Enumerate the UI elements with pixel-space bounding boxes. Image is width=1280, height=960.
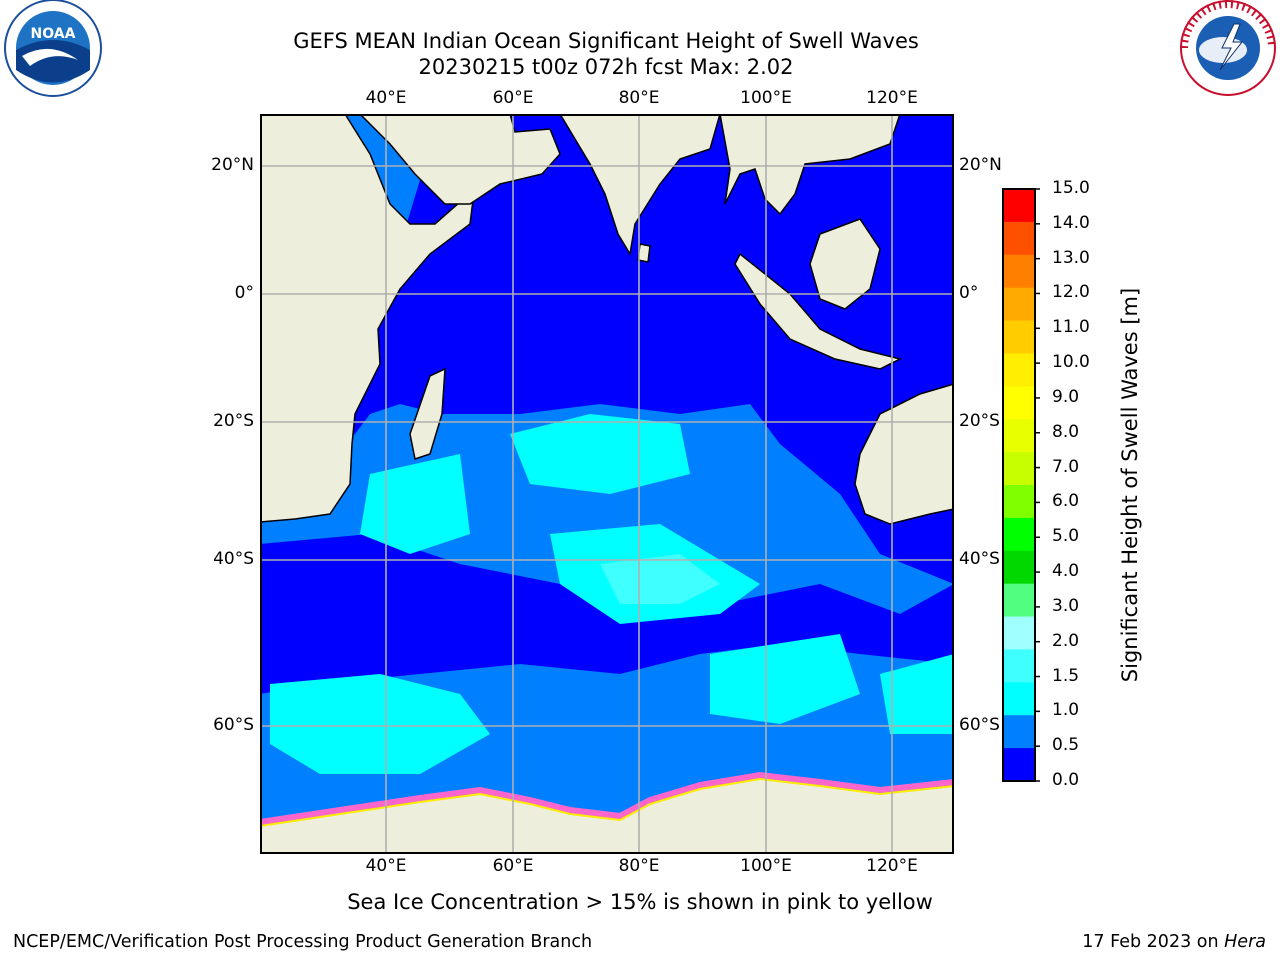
colorbar-tick-label: 3.0 <box>1052 595 1080 616</box>
colorbar-segment <box>1003 254 1035 289</box>
lat-label-left-20s: 20°S <box>213 411 254 431</box>
colorbar-tick-label: 10.0 <box>1052 352 1090 373</box>
colorbar-segment <box>1003 550 1035 585</box>
colorbar-tick-label: 11.0 <box>1052 317 1090 338</box>
colorbar-tick-label: 14.0 <box>1052 212 1090 233</box>
colorbar-segment <box>1003 452 1035 486</box>
lon-label-top-120e: 120°E <box>866 88 918 108</box>
colorbar-tick-label: 7.0 <box>1052 456 1080 477</box>
lat-label-right-20s: 20°S <box>959 411 1000 431</box>
map-gridlines <box>260 114 954 854</box>
sea-ice-edge <box>260 771 954 825</box>
lat-label-right-0: 0° <box>959 283 979 303</box>
lon-label-top-100e: 100°E <box>740 88 792 108</box>
sea-ice-edge-inner <box>260 777 954 827</box>
lat-label-right-60s: 60°S <box>959 715 1000 735</box>
land-africa <box>260 114 477 523</box>
peak-swell-region <box>600 554 720 604</box>
colorbar-tick-label: 4.0 <box>1052 561 1080 582</box>
colorbar-segment <box>1003 715 1035 749</box>
lat-label-right-20n: 20°N <box>959 155 1002 175</box>
colorbar-segment <box>1003 485 1035 519</box>
colorbar-tick-label: 0.5 <box>1052 735 1080 756</box>
high-swell-region-2 <box>510 414 690 494</box>
land-borneo <box>809 218 881 310</box>
colorbar-tick-label: 12.0 <box>1052 282 1090 303</box>
colorbar-frame <box>1002 188 1036 782</box>
colorbar-tick-label: 13.0 <box>1052 247 1090 268</box>
lat-label-left-40s: 40°S <box>213 549 254 569</box>
high-swell-region-6 <box>880 654 954 734</box>
lat-label-left-0: 0° <box>234 283 254 303</box>
colorbar-segment <box>1003 320 1035 354</box>
colorbar-tick-label: 6.0 <box>1052 491 1080 512</box>
colorbar-tick-label: 1.0 <box>1052 700 1080 721</box>
lon-label-top-80e: 80°E <box>618 88 660 108</box>
sea-ice-note: Sea Ice Concentration > 15% is shown in … <box>347 890 933 914</box>
colorbar-segment <box>1003 386 1035 420</box>
lat-label-left-20n: 20°N <box>211 155 254 175</box>
lon-label-bottom-40e: 40°E <box>365 856 407 876</box>
lon-label-bottom-100e: 100°E <box>740 856 792 876</box>
map-subtitle: 20230215 t00z 072h fcst Max: 2.02 <box>418 55 794 79</box>
land-indonesia <box>734 252 903 370</box>
colorbar-tick-label: 9.0 <box>1052 386 1080 407</box>
lon-label-bottom-80e: 80°E <box>618 856 660 876</box>
colorbar <box>1002 188 1040 782</box>
lat-label-right-40s: 40°S <box>959 549 1000 569</box>
land-australia <box>854 383 954 525</box>
colorbar-tick-label: 2.0 <box>1052 630 1080 651</box>
colorbar-tick-label: 15.0 <box>1052 178 1090 198</box>
colorbar-segment <box>1003 419 1035 453</box>
footer-date: 17 Feb 2023 on Hera <box>1082 932 1266 952</box>
colorbar-tick-label: 1.5 <box>1052 665 1080 686</box>
high-swell-region-1 <box>360 454 470 554</box>
lon-label-bottom-120e: 120°E <box>866 856 918 876</box>
colorbar-tick-label: 8.0 <box>1052 421 1080 442</box>
land-arabia <box>358 114 561 205</box>
colorbar-segment <box>1003 682 1035 716</box>
map-frame <box>260 114 954 854</box>
footer-host: Hera <box>1224 932 1266 952</box>
colorbar-segment <box>1003 287 1035 322</box>
swell-height-map <box>260 114 954 854</box>
nws-logo <box>1180 0 1276 96</box>
colorbar-segment <box>1003 649 1035 683</box>
colorbar-tick-label: 5.0 <box>1052 526 1080 547</box>
colorbar-segment <box>1003 221 1035 256</box>
colorbar-segment <box>1003 583 1035 618</box>
colorbar-segment <box>1003 189 1035 223</box>
noaa-logo: NOAA <box>4 0 102 97</box>
colorbar-segment <box>1003 748 1035 782</box>
noaa-logo-text: NOAA <box>31 26 76 42</box>
colorbar-title: Significant Height of Swell Waves [m] <box>1118 287 1142 683</box>
high-swell-region-4 <box>270 674 490 774</box>
land-madagascar <box>409 367 446 460</box>
footer-credit: NCEP/EMC/Verification Post Processing Pr… <box>13 932 593 952</box>
lon-label-bottom-60e: 60°E <box>492 856 534 876</box>
map-title: GEFS MEAN Indian Ocean Significant Heigh… <box>293 29 919 53</box>
land-india <box>559 114 721 257</box>
colorbar-tick-label: 0.0 <box>1052 770 1080 790</box>
high-swell-region-5 <box>710 634 860 724</box>
lon-label-top-60e: 60°E <box>492 88 534 108</box>
colorbar-segment <box>1003 353 1035 387</box>
colorbar-segment <box>1003 616 1035 650</box>
lat-label-left-60s: 60°S <box>213 715 254 735</box>
land-southeast-asia <box>719 114 901 216</box>
lon-label-top-40e: 40°E <box>365 88 407 108</box>
footer-date-text: 17 Feb 2023 on <box>1082 932 1225 952</box>
colorbar-segment <box>1003 517 1035 552</box>
low-swell-region-north <box>340 114 954 444</box>
